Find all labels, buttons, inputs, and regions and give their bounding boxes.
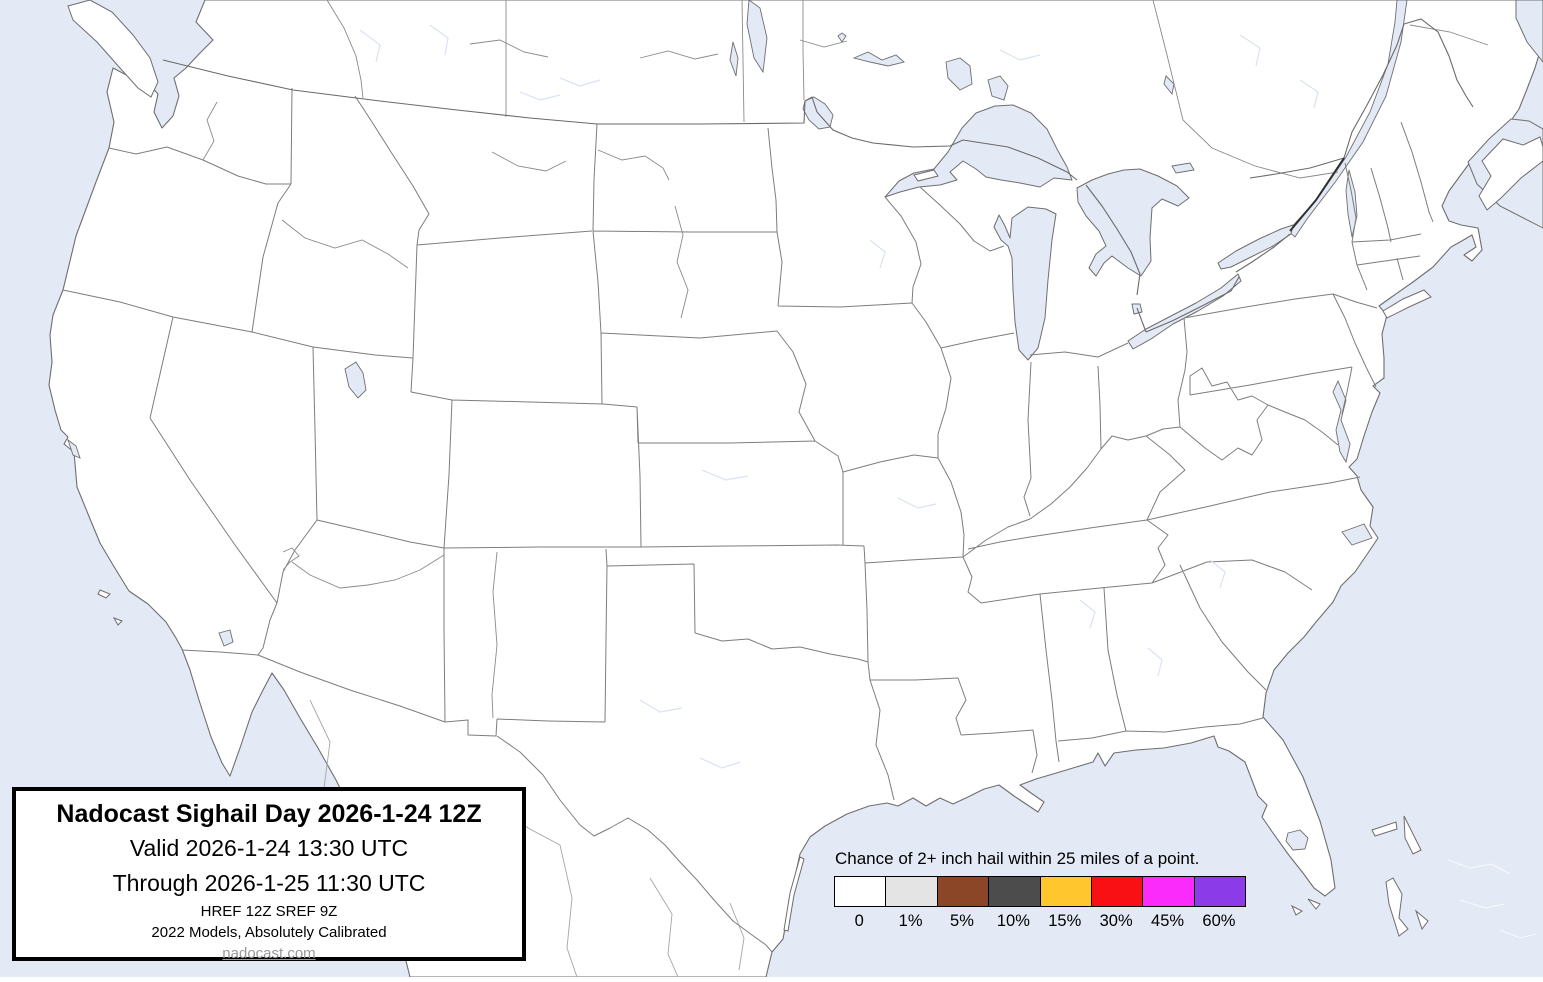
lac-seul [945, 57, 973, 91]
legend-title: Chance of 2+ inch hail within 25 miles o… [835, 849, 1200, 868]
legend-swatch-10 [988, 876, 1041, 907]
forecast-calibration-line: 2022 Models, Absolutely Calibrated [151, 924, 387, 941]
lake-okeechobee [1285, 829, 1309, 851]
florida-keys-2 [1290, 904, 1303, 916]
legend-swatch-0 [834, 876, 887, 907]
small-lakes [67, 0, 1373, 851]
legend-label-60: 60% [1202, 912, 1236, 930]
legend-swatch-15 [1039, 876, 1092, 907]
nova-scotia [1478, 136, 1543, 211]
lake-nipigon [987, 75, 1009, 101]
legend-label-1: 1% [898, 912, 923, 930]
texas-barrier-island [783, 856, 805, 932]
legend-swatch-60 [1193, 876, 1247, 907]
lake-timiskaming [1163, 75, 1175, 96]
legend-label-15: 15% [1048, 912, 1082, 930]
legend-label-row: 0 1% 5% 10% 15% 30% 45% 60% [834, 912, 1264, 931]
legend-swatch-5 [936, 876, 990, 907]
ocean-bank-squiggles [1447, 859, 1537, 939]
legend-swatch-row [834, 876, 1264, 907]
forecast-valid-line: Valid 2026-1-24 13:30 UTC [129, 835, 409, 861]
eleuthera-island [1414, 909, 1429, 931]
legend-swatch-30 [1090, 876, 1144, 907]
lake-michigan [993, 206, 1057, 361]
channel-island-1 [97, 589, 111, 599]
canada-province-borders [326, 0, 1489, 179]
chesapeake-bay [1332, 379, 1351, 464]
st-lawrence-river [1287, 0, 1408, 238]
isle-royale [913, 169, 939, 182]
lake-huron [1076, 168, 1190, 277]
forecast-title-box: Nadocast Sighail Day 2026-1-24 12Z Valid… [12, 787, 526, 962]
san-francisco-bay [67, 438, 81, 459]
legend-label-30: 30% [1099, 912, 1133, 930]
lake-nipissing [1171, 162, 1195, 174]
great-salt-lake [344, 361, 367, 399]
legend-swatch-45 [1142, 876, 1195, 907]
long-island [1382, 289, 1432, 319]
forecast-models-line: HREF 12Z SREF 9Z [200, 903, 338, 920]
pamlico-sound [1341, 523, 1373, 546]
lake-ontario [1217, 224, 1294, 270]
islands [67, 0, 1543, 937]
legend-label-0: 0 [854, 912, 864, 930]
us-canada-border [162, 18, 1474, 333]
grand-bahama [1371, 821, 1398, 837]
lake-winnipeg [746, 0, 768, 74]
lakelet-2 [852, 51, 905, 67]
mexico-state-borders [309, 699, 745, 978]
legend-label-10: 10% [996, 912, 1030, 930]
vancouver-island [67, 0, 159, 98]
forecast-through-line: Through 2026-1-25 11:30 UTC [112, 870, 426, 896]
lake-champlain [1345, 169, 1358, 238]
forecast-title: Nadocast Sighail Day 2026-1-24 12Z [56, 800, 482, 828]
channel-island-2 [112, 617, 123, 626]
gulf-of-st-lawrence [1515, 0, 1543, 63]
florida-keys-1 [1307, 898, 1321, 910]
abaco-island [1403, 815, 1422, 855]
great-lakes [884, 104, 1294, 361]
lake-erie [1127, 273, 1242, 350]
lake-manitoba [729, 41, 739, 77]
salton-sea [218, 629, 234, 647]
faint-rivers [359, 24, 1319, 769]
legend-label-5: 5% [950, 912, 974, 930]
us-canada-border-st-lawrence [1289, 157, 1345, 232]
hail-probability-legend: Chance of 2+ inch hail within 25 miles o… [834, 849, 1264, 931]
legend-swatch-1 [885, 876, 938, 907]
legend-label-45: 45% [1151, 912, 1185, 930]
andros-island [1385, 877, 1409, 937]
nadocast-website-link[interactable]: nadocast.com [222, 945, 316, 962]
lakelet-1 [837, 32, 847, 43]
rivers [202, 39, 848, 719]
